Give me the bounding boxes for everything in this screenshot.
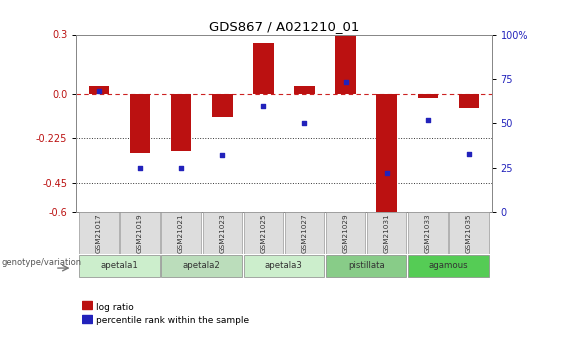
Text: log ratio: log ratio [96, 303, 134, 312]
Point [300, 121, 309, 126]
Bar [285, 212, 324, 254]
Bar [171, 94, 192, 151]
Bar [120, 212, 160, 254]
Bar [244, 255, 324, 277]
Text: genotype/variation: genotype/variation [2, 258, 82, 267]
Point [382, 170, 391, 176]
Bar [130, 94, 150, 153]
Text: pistillata: pistillata [348, 261, 385, 270]
Bar [418, 94, 438, 98]
Text: GSM21033: GSM21033 [425, 213, 431, 253]
Bar [89, 86, 109, 94]
Text: GSM21023: GSM21023 [219, 213, 225, 253]
Text: apetala2: apetala2 [182, 261, 220, 270]
Bar [244, 212, 283, 254]
Text: GSM21027: GSM21027 [302, 213, 307, 253]
Bar [459, 94, 479, 108]
Bar [162, 212, 201, 254]
Bar [376, 94, 397, 212]
Text: GSM21019: GSM21019 [137, 213, 143, 253]
Bar [449, 212, 489, 254]
Bar [294, 86, 315, 94]
Point [423, 117, 432, 122]
Bar [212, 94, 233, 117]
Bar [79, 255, 160, 277]
Point [177, 165, 186, 170]
Bar [82, 315, 92, 323]
Bar [162, 255, 242, 277]
Text: GSM21035: GSM21035 [466, 213, 472, 253]
Bar [335, 37, 356, 94]
Point [218, 152, 227, 158]
Bar [326, 212, 366, 254]
Point [94, 89, 103, 94]
Bar [253, 43, 273, 94]
Text: agamous: agamous [429, 261, 468, 270]
Point [136, 165, 145, 170]
Bar [326, 255, 406, 277]
Text: GSM21031: GSM21031 [384, 213, 390, 253]
Bar [408, 212, 447, 254]
Bar [408, 255, 489, 277]
Point [341, 80, 350, 85]
Text: apetala1: apetala1 [101, 261, 138, 270]
Point [259, 103, 268, 108]
Text: GSM21021: GSM21021 [178, 213, 184, 253]
Text: apetala3: apetala3 [265, 261, 303, 270]
Bar [79, 212, 119, 254]
Bar [367, 212, 406, 254]
Point [464, 151, 473, 156]
Text: GSM21029: GSM21029 [342, 213, 349, 253]
Bar [82, 301, 92, 309]
Text: percentile rank within the sample: percentile rank within the sample [96, 316, 249, 325]
Text: GSM21025: GSM21025 [260, 213, 266, 253]
Bar [202, 212, 242, 254]
Text: GSM21017: GSM21017 [96, 213, 102, 253]
Title: GDS867 / A021210_01: GDS867 / A021210_01 [208, 20, 359, 33]
